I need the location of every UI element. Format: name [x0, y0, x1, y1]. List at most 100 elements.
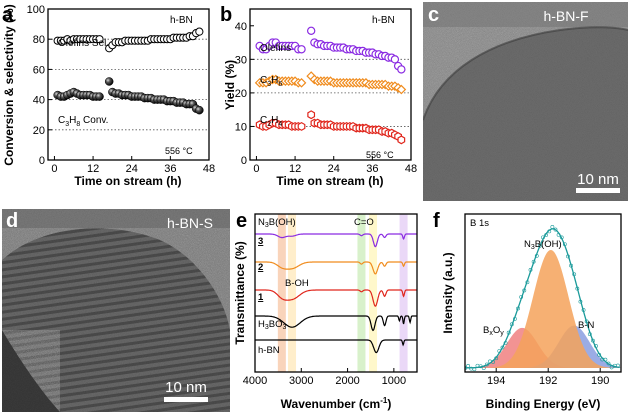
panel-a-chart: a 0 12 24 36 48 0 20 40 60 80 100 h-BN Olefins Sel… [2, 4, 215, 188]
panel-b-frame [249, 8, 412, 161]
panel-a-letter: a [2, 4, 14, 26]
x-tick-label: 4000 [243, 375, 267, 387]
panel-d-letter: d [6, 210, 18, 232]
panel-b-temperature: 556 °C [366, 150, 394, 160]
xps-raw-point [544, 233, 549, 237]
x-tick-label: 0 [51, 163, 57, 175]
panel-b-c2h4-label: C2H4 [260, 115, 282, 128]
x-tick-label: 190 [591, 375, 609, 387]
x-tick-label: 24 [328, 163, 340, 175]
panel-f-chart: f 194 192 190 B 1s N3B(OH) BxOy B-N Bindin… [433, 210, 622, 411]
panel-e-ylabel: Transmittance (%) [233, 241, 247, 344]
panel-c-scale-bar [576, 188, 620, 193]
xps-raw-point [506, 330, 511, 335]
xps-raw-point [572, 272, 577, 277]
panel-b-ylabel: Yield (%) [223, 60, 237, 110]
panel-e-trace-3-label: 3 [258, 236, 263, 247]
panel-a-xlabel: Time on stream (h) [74, 174, 181, 188]
xps-raw-point [550, 225, 555, 229]
y-tick-label: 60 [33, 64, 45, 76]
y-tick-label: 0 [39, 155, 45, 167]
panel-d-scale-label: 10 nm [165, 379, 207, 396]
data-point-c2h4 [307, 110, 316, 120]
panel-a-ylabel: Conversion & selectivity (%) [2, 4, 16, 165]
panel-b-letter: b [220, 4, 232, 26]
panel-f-bxoy-label: BxOy [483, 325, 504, 337]
x-tick-label: 1000 [382, 375, 406, 387]
panel-a-olefin-label: Olefins Sel. [58, 38, 109, 49]
x-tick-label: 0 [253, 163, 259, 175]
panel-c-tem-image: c h-BN-F 10 nm [423, 2, 628, 201]
panel-d-scale-bar [164, 397, 208, 402]
xps-raw-point [503, 341, 508, 345]
data-point-c2h4 [297, 121, 306, 131]
panel-d-lattice-fringes [2, 228, 230, 412]
data-point-c2h4 [397, 135, 406, 145]
panel-e-n3boh-label: N3B(OH) [258, 217, 296, 229]
xps-raw-point [541, 235, 545, 240]
x-tick-label: 192 [539, 375, 557, 387]
spectrum-1 [255, 289, 417, 307]
x-tick-label: 12 [87, 163, 99, 175]
highlight-band-0 [277, 214, 286, 372]
panel-b-tag: h-BN [372, 15, 395, 26]
panel-f-ticks: 194 192 190 [487, 368, 609, 387]
xps-raw-point [562, 242, 567, 247]
xps-raw-point [528, 268, 533, 272]
panel-e-trace-2-label: 2 [258, 262, 263, 273]
xps-raw-point [534, 254, 539, 258]
xps-raw-point [537, 243, 542, 248]
panel-f-ylabel: Intensity (a.u.) [441, 252, 455, 333]
xps-raw-point [519, 295, 524, 299]
panel-f-bn-label: B-N [578, 320, 595, 331]
xps-raw-point [587, 332, 592, 337]
y-tick-label: 10 [235, 121, 247, 133]
panel-d-tag: h-BN-S [167, 215, 213, 231]
panel-f-main-peak-label: N3B(OH) [524, 239, 562, 251]
xps-raw-point [569, 263, 573, 268]
y-tick-label: 0 [241, 155, 247, 167]
xps-raw-point [559, 235, 564, 240]
spectrum-H3BO3 [255, 315, 417, 332]
xps-raw-point [556, 232, 561, 237]
xps-peak-BxOy [465, 327, 621, 368]
xps-raw-point [615, 363, 620, 368]
panel-b-chart: b 0 12 24 36 48 0 10 20 30 40 h-BN Olefins C3H6 C… [220, 4, 417, 188]
panel-a-data-points [53, 27, 204, 115]
y-tick-label: 30 [235, 54, 247, 66]
xps-raw-point [516, 306, 520, 311]
panel-c-letter: c [428, 4, 439, 26]
panel-b-c3h6-label: C3H6 [260, 75, 282, 88]
panel-f-xlabel: Binding Energy (eV) [486, 397, 601, 411]
xps-raw-point [497, 349, 502, 353]
panel-e-trace-1-label: 1 [258, 292, 264, 303]
spectrum-2 [255, 261, 417, 275]
panel-d-dark-region [2, 330, 60, 412]
y-tick-label: 100 [27, 4, 45, 16]
xps-raw-point [553, 227, 558, 232]
y-tick-label: 40 [235, 21, 247, 33]
xps-raw-point [594, 344, 598, 348]
panel-f-frame [464, 213, 622, 373]
panel-a-ticks: 0 12 24 36 48 0 20 40 60 80 100 [27, 4, 215, 175]
data-point-c3h6 [396, 84, 407, 95]
data-point-olefins [306, 26, 316, 36]
data-point-olefins [397, 65, 406, 74]
panel-b-olefins-label: Olefins [260, 43, 291, 54]
panel-d-tem-image: d h-BN-S 10 nm [2, 209, 230, 412]
highlight-band-2 [357, 214, 366, 372]
xps-raw-point [547, 229, 552, 234]
panel-c-scale-label: 10 nm [577, 171, 619, 188]
y-tick-label: 20 [235, 88, 247, 100]
panel-b-data-points [254, 26, 407, 145]
data-point-olefin-sel [95, 35, 104, 44]
highlight-band-3 [369, 214, 378, 372]
spectrum-3 [255, 233, 417, 248]
panel-e-ticks: 4000 3000 2000 1000 [243, 368, 406, 387]
spectrum-h-BN [255, 339, 417, 354]
panel-e-hbn-label: h-BN [258, 345, 280, 356]
xps-raw-point [606, 361, 611, 366]
data-point-olefins [297, 45, 306, 54]
xps-raw-point [481, 366, 486, 371]
